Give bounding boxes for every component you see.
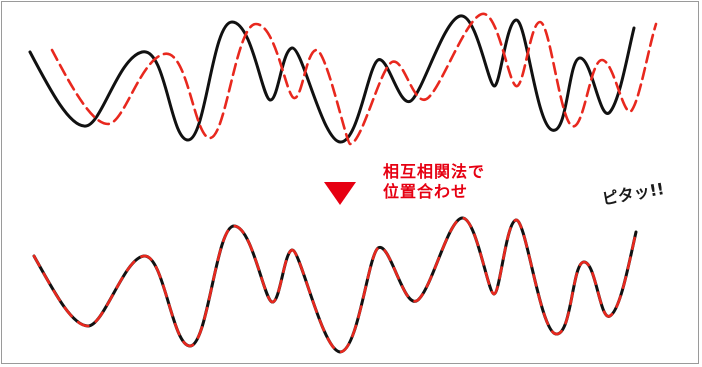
top-reference-wave <box>28 14 636 144</box>
caption-line-2: 位置合わせ <box>383 182 469 201</box>
top-panel <box>28 12 658 146</box>
caption-line-1: 相互相関法で <box>383 162 486 181</box>
down-arrow-icon <box>324 182 356 205</box>
top-shifted-wave <box>50 12 658 146</box>
alignment-caption: 相互相関法で 位置合わせ <box>383 162 485 202</box>
bottom-reference-wave <box>32 216 638 354</box>
bottom-panel <box>32 216 638 354</box>
bottom-aligned-wave <box>32 216 638 354</box>
